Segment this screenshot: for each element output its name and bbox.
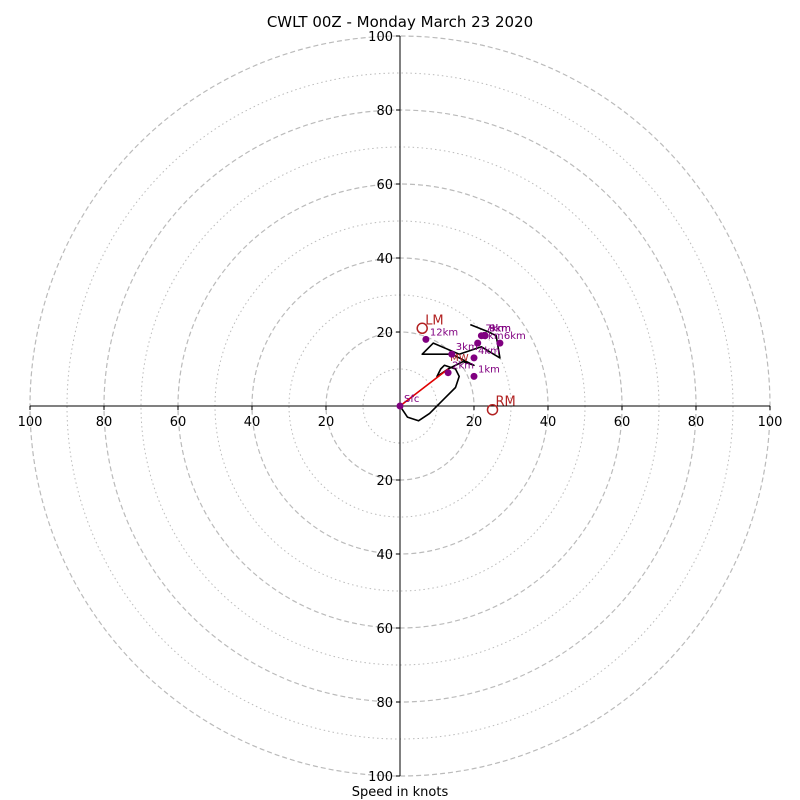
height-marker xyxy=(396,402,404,410)
tick-label-up: 80 xyxy=(376,104,393,119)
height-marker-label: 8km xyxy=(489,324,511,335)
storm-motion-marker xyxy=(486,403,499,416)
height-marker xyxy=(422,335,430,343)
tick-label-down: 60 xyxy=(376,622,393,637)
height-marker xyxy=(474,339,482,347)
tick-labels: 20 20 20 20 40 40 40 40 60 60 60 60 80 80 80 80 100 100 10… xyxy=(18,30,783,785)
tick-label-left: 80 xyxy=(96,415,113,430)
tick-label-down: 40 xyxy=(376,548,393,563)
storm-motion-markers: LM RM xyxy=(416,313,516,416)
height-marker-label: 4km xyxy=(478,346,500,357)
height-marker-label: 1km xyxy=(478,364,500,375)
tick-label-up: 100 xyxy=(368,30,393,45)
height-marker xyxy=(470,354,478,362)
chart-title: CWLT 00Z - Monday March 23 2020 xyxy=(267,13,533,31)
height-marker-label: 7km xyxy=(485,324,507,335)
height-marker-label: 2km xyxy=(452,361,474,372)
storm-motion-label: RM xyxy=(496,395,516,410)
tick-label-up: 40 xyxy=(376,252,393,267)
height-marker-label: 6km xyxy=(504,331,526,342)
tick-label-right: 100 xyxy=(758,415,783,430)
height-marker-label: 12km xyxy=(430,327,458,338)
height-marker-label: 9km xyxy=(489,324,511,335)
tick-label-left: 40 xyxy=(244,415,261,430)
tick-label-left: 100 xyxy=(18,415,43,430)
height-marker-label: 3km xyxy=(456,342,478,353)
tick-label-down: 20 xyxy=(376,474,393,489)
tick-label-up: 20 xyxy=(376,326,393,341)
height-marker-label: 5km xyxy=(482,331,504,342)
tick-label-right: 80 xyxy=(688,415,705,430)
bunkers-vector: MW xyxy=(399,353,469,407)
tick-label-left: 60 xyxy=(170,415,187,430)
storm-motion-marker xyxy=(416,322,428,335)
height-marker xyxy=(444,369,452,377)
storm-motion-label: LM xyxy=(425,313,443,328)
tick-label-left: 20 xyxy=(318,415,335,430)
height-marker xyxy=(448,350,456,358)
tick-label-down: 80 xyxy=(376,696,393,711)
mean-wind-label: MW xyxy=(450,353,469,364)
tick-label-up: 60 xyxy=(376,178,393,193)
height-marker xyxy=(481,332,489,340)
tick-label-right: 20 xyxy=(466,415,483,430)
tick-label-right: 60 xyxy=(614,415,631,430)
bunkers-vector-line xyxy=(399,368,449,407)
height-marker xyxy=(470,372,478,380)
height-marker xyxy=(496,339,504,347)
tick-label-right: 40 xyxy=(540,415,557,430)
height-marker-label: Sfc xyxy=(404,394,419,405)
x-axis-label: Speed in knots xyxy=(352,785,449,800)
tick-label-down: 100 xyxy=(368,770,393,785)
